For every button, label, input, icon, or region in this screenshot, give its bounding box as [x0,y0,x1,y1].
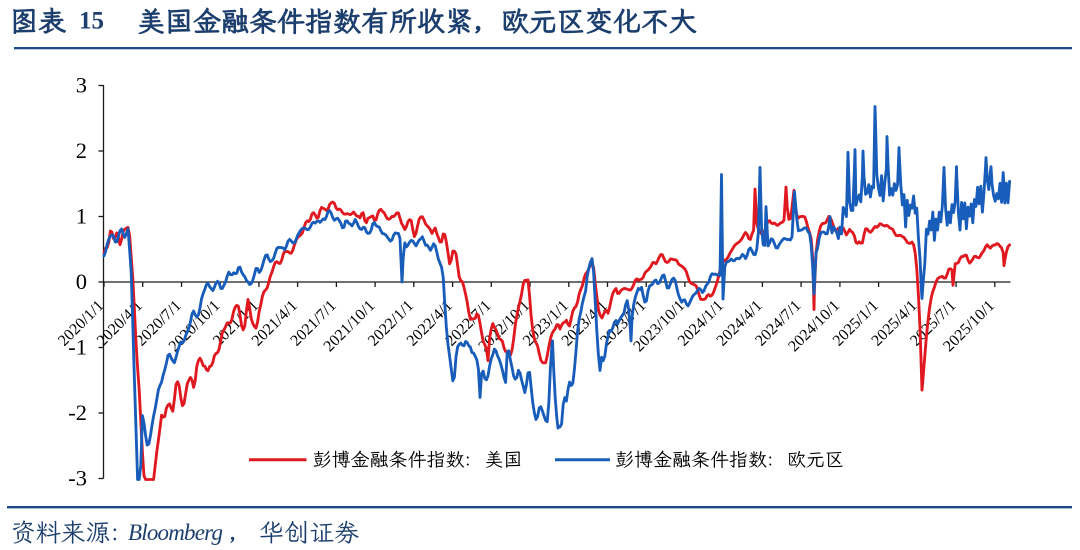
svg-text:0: 0 [76,269,87,294]
svg-text:15: 15 [79,8,104,35]
svg-text:-3: -3 [68,466,87,491]
svg-text:1: 1 [76,204,87,229]
svg-text:3: 3 [76,73,87,98]
svg-text:-2: -2 [68,400,87,425]
svg-text:-1: -1 [68,335,87,360]
svg-text:2: 2 [76,138,87,163]
svg-text:Bloomberg: Bloomberg [128,520,222,545]
